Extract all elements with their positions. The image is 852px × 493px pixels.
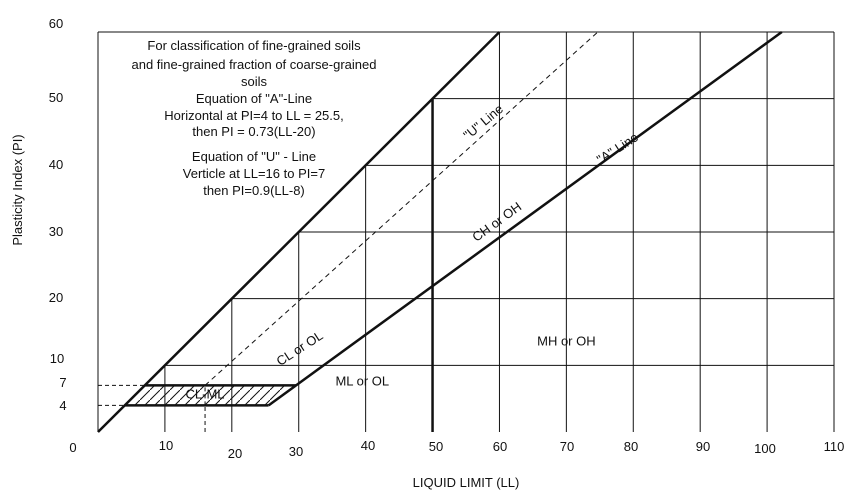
a-line	[267, 30, 783, 407]
cl-ml-hatch	[124, 385, 297, 406]
x-tick-label: 80	[624, 439, 638, 454]
note-line: and fine-grained fraction of coarse-grai…	[132, 57, 377, 72]
x-tick-label: 110	[824, 439, 845, 454]
line-label: "A" Line	[594, 129, 641, 167]
y-tick-label: 40	[49, 157, 63, 172]
zone-label: CH or OH	[469, 199, 524, 245]
note-line: then PI=0.9(LL-8)	[203, 183, 305, 198]
equation-note: For classification of fine-grained soils…	[132, 38, 377, 198]
x-tick-label: 20	[228, 446, 242, 461]
y-tick-label: 60	[49, 16, 63, 31]
note-line: then PI = 0.73(LL-20)	[192, 124, 315, 139]
note-line: Verticle at LL=16 to PI=7	[183, 166, 325, 181]
x-tick-label: 70	[560, 439, 574, 454]
x-tick-label: 50	[429, 439, 443, 454]
y-tick-label: 20	[49, 290, 63, 305]
y-tick-label: 10	[50, 351, 64, 366]
note-line: Horizontal at PI=4 to LL = 25.5,	[164, 108, 343, 123]
x-tick-label: 0	[69, 440, 76, 455]
u-line	[204, 31, 599, 386]
y-tick-label: 4	[59, 398, 66, 413]
zone-label: MH or OH	[537, 333, 596, 348]
x-tick-label: 100	[754, 441, 776, 456]
note-line: soils	[241, 74, 268, 89]
boundary-lines	[97, 30, 783, 433]
zone-label: CL or OL	[274, 328, 326, 369]
x-axis-title: LIQUID LIMIT (LL)	[413, 475, 520, 490]
note-line: For classification of fine-grained soils	[147, 38, 361, 53]
y-tick-label: 50	[49, 90, 63, 105]
tick-labels: 0 10 20 30 40 50 60 70 80 90 100 110 4 7 10 20 30 40 50 60	[49, 16, 845, 461]
zone-label: ML or OL	[335, 373, 389, 388]
x-tick-label: 30	[289, 444, 303, 459]
x-tick-label: 10	[159, 438, 173, 453]
y-tick-label: 30	[49, 224, 63, 239]
x-tick-label: 90	[696, 439, 710, 454]
y-tick-label: 7	[59, 375, 66, 390]
note-line: Equation of "U" - Line	[192, 149, 316, 164]
zone-label: CL-ML	[186, 387, 225, 402]
cl-ml-region	[98, 384, 297, 432]
y-axis-title: Plasticity Index (PI)	[10, 134, 25, 245]
x-tick-label: 60	[493, 439, 507, 454]
x-tick-label: 40	[361, 438, 375, 453]
note-line: Equation of "A"-Line	[196, 91, 312, 106]
